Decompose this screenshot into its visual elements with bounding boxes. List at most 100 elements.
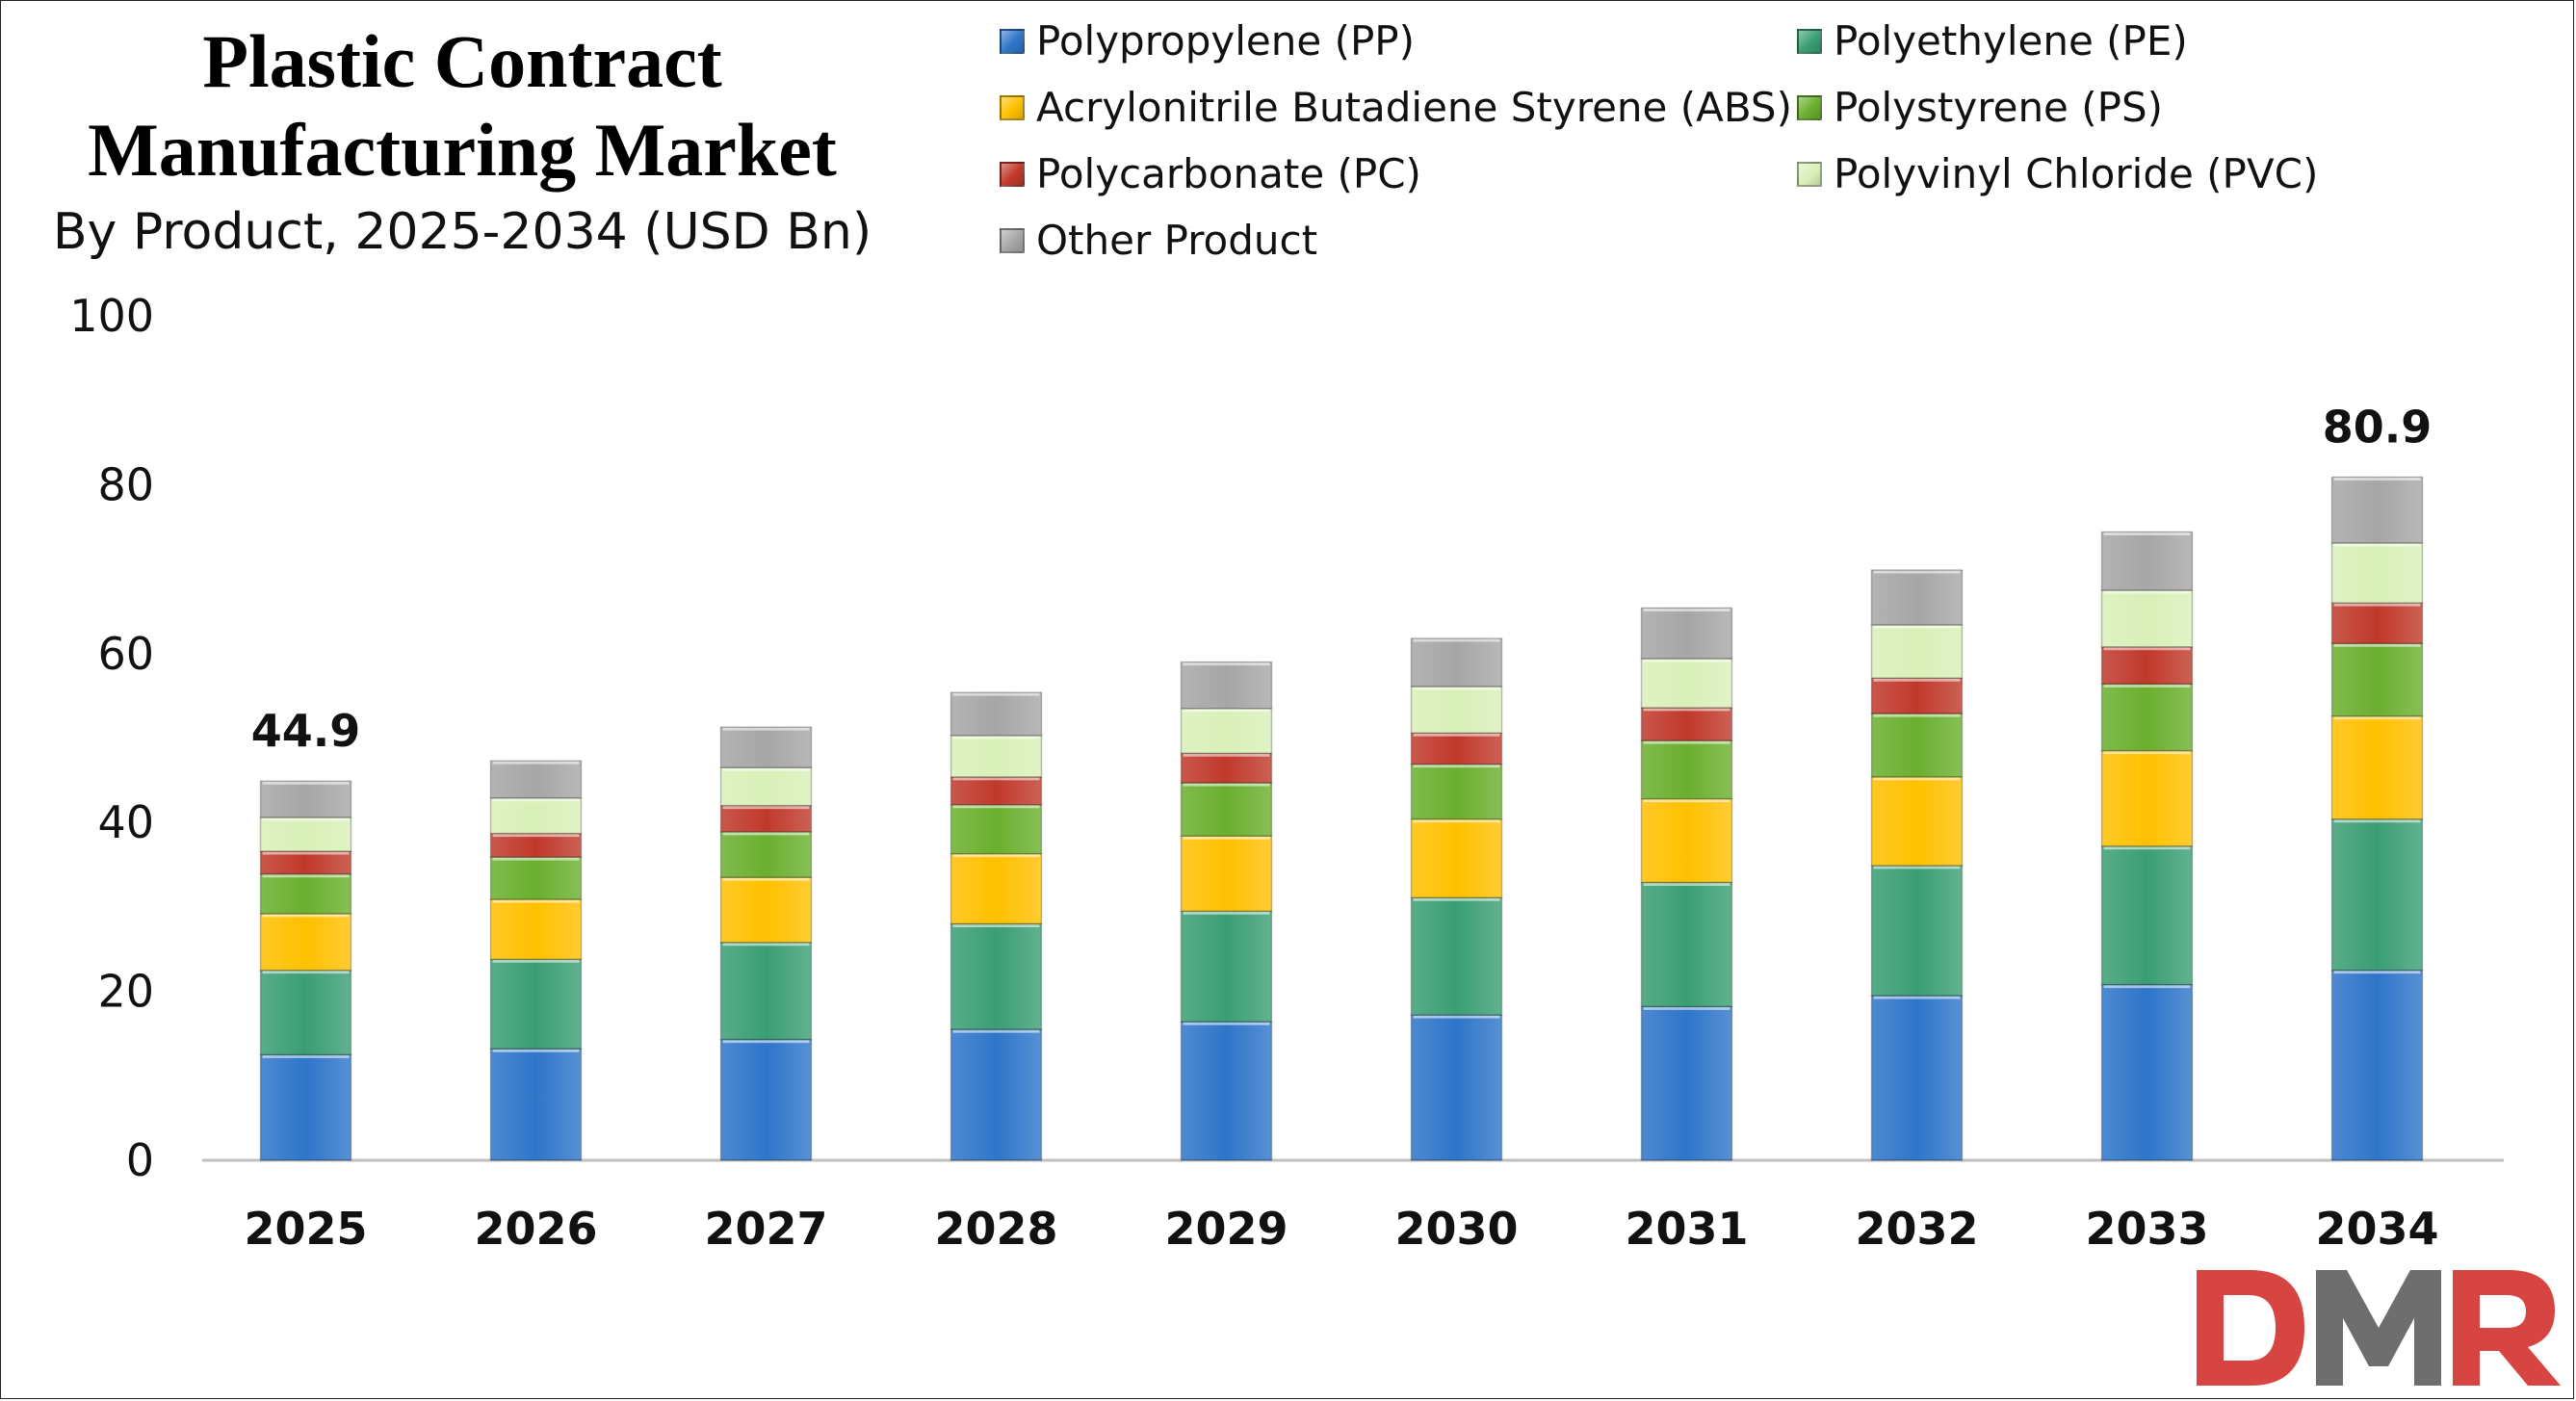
bar-segment (2330, 642, 2424, 717)
bar-segment (1870, 624, 1964, 679)
legend-label: Polyethylene (PE) (1834, 17, 2188, 65)
logo-letter-m (2316, 1270, 2441, 1386)
bar-segment (2100, 531, 2194, 591)
bar-segment (2100, 749, 2194, 847)
x-tick-label: 2026 (474, 1203, 597, 1255)
chart-title-block: Plastic Contract Manufacturing Market By… (29, 17, 896, 266)
bar-segment (1180, 708, 1273, 755)
x-tick-label: 2030 (1394, 1203, 1518, 1255)
x-tick-label: 2034 (2315, 1203, 2438, 1255)
bar-segment (1640, 739, 1733, 800)
legend-label: Polycarbonate (PC) (1036, 150, 1421, 197)
legend-label: Acrylonitrile Butadiene Styrene (ABS) (1036, 84, 1792, 131)
bar-segment (1410, 686, 1503, 734)
legend-item: Other Product (1000, 207, 1317, 273)
legend-item: Polyvinyl Chloride (PVC) (1797, 141, 2318, 207)
y-tick-label: 0 (126, 1134, 154, 1186)
data-label: 44.9 (251, 705, 361, 757)
legend-label: Polypropylene (PP) (1036, 17, 1416, 65)
bar-segment (2100, 646, 2194, 686)
bar-segment (489, 797, 583, 835)
y-tick-label: 60 (97, 628, 154, 680)
chart-title-line-1: Plastic Contract (202, 19, 722, 103)
dmr-logo (2197, 1270, 2561, 1386)
bar-segment (1180, 782, 1273, 837)
bar-segment (1410, 1014, 1503, 1161)
bar-segment (259, 780, 352, 818)
chart-title-line-2: Manufacturing Market (88, 108, 837, 192)
legend-swatch (1000, 28, 1025, 54)
bar-segment (950, 691, 1043, 737)
bar-segment (1180, 835, 1273, 913)
bar-segment (950, 1028, 1043, 1161)
bar-segment (1640, 658, 1733, 709)
legend-item: Polypropylene (PP) (1000, 8, 1415, 74)
bar-segment (719, 941, 813, 1041)
legend-swatch (1000, 227, 1025, 253)
bar-segment (259, 872, 352, 915)
bar-segment (1870, 569, 1964, 626)
y-tick-label: 40 (97, 796, 154, 848)
bar-segment (259, 913, 352, 972)
chart-subtitle: By Product, 2025-2034 (USD Bn) (52, 203, 872, 261)
x-tick-label: 2031 (1625, 1203, 1748, 1255)
x-tick-label: 2027 (704, 1203, 827, 1255)
bar-segment (719, 876, 813, 944)
bar-segment (1640, 707, 1733, 741)
x-tick-label: 2025 (244, 1203, 367, 1255)
bar-segment (1870, 713, 1964, 778)
bar-segment (489, 898, 583, 961)
bar-segment (1180, 752, 1273, 784)
legend-item: Polycarbonate (PC) (1000, 141, 1421, 207)
bar-segment (1640, 607, 1733, 660)
bar-segment (489, 832, 583, 858)
bar-segment (1640, 1005, 1733, 1161)
bar-segment (489, 856, 583, 900)
bar-segment (259, 1053, 352, 1161)
bar-segment (259, 969, 352, 1056)
y-tick-label: 80 (97, 458, 154, 510)
bar-segment (259, 850, 352, 875)
y-tick-label: 20 (97, 966, 154, 1018)
bar-segment (1410, 637, 1503, 688)
bar-segment (2330, 602, 2424, 645)
bar-segment (2100, 589, 2194, 648)
legend-swatch (1797, 28, 1822, 54)
bar-segment (2330, 542, 2424, 604)
bar-segment (1410, 763, 1503, 820)
bar-segment (1870, 995, 1964, 1161)
bar-segment (2330, 969, 2424, 1161)
bar-segment (489, 1048, 583, 1161)
bar-segment (1410, 732, 1503, 765)
bar-segment (2330, 476, 2424, 544)
chart-legend: Polypropylene (PP) Polyethylene (PE) Acryl… (1000, 8, 2560, 268)
bar-segment (950, 776, 1043, 806)
bar-segment (950, 804, 1043, 855)
legend-label: Other Product (1036, 217, 1318, 264)
bar-segment (950, 922, 1043, 1030)
bar-segment (1180, 910, 1273, 1023)
legend-swatch (1797, 161, 1822, 187)
bar-segment (1180, 1021, 1273, 1161)
bar-segment (2100, 683, 2194, 752)
bar-segment (259, 817, 352, 852)
bar-segment (1640, 881, 1733, 1008)
bar-segment (2100, 983, 2194, 1161)
bar-segment (489, 958, 583, 1050)
bar-segment (719, 726, 813, 768)
bar-segment (950, 735, 1043, 778)
legend-item: Acrylonitrile Butadiene Styrene (ABS) (1000, 74, 1792, 141)
bar-segment (1870, 776, 1964, 867)
x-tick-label: 2033 (2085, 1203, 2208, 1255)
legend-swatch (1000, 94, 1025, 120)
logo-letter-r (2453, 1270, 2561, 1386)
bar-segment (1410, 896, 1503, 1016)
bar-segment (2330, 714, 2424, 820)
bar-segment (719, 766, 813, 807)
bar-segment (1410, 817, 1503, 899)
legend-swatch (1797, 94, 1822, 120)
bar-segment (950, 852, 1043, 925)
bar-segment (1640, 797, 1733, 884)
bar-segment (1870, 865, 1964, 997)
